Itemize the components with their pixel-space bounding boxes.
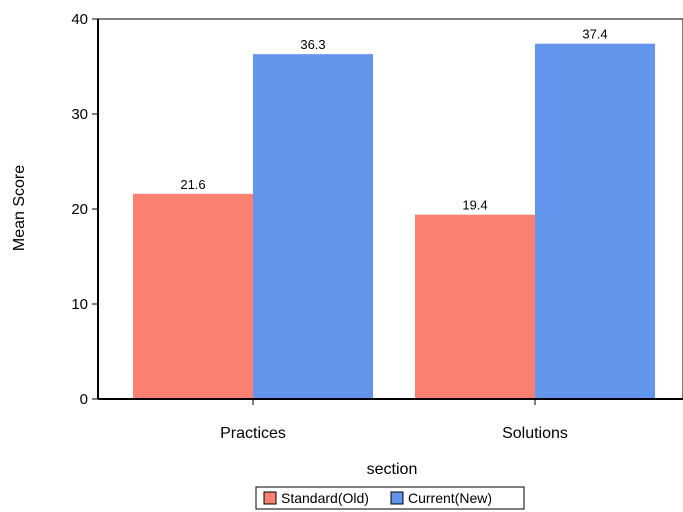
bars: 21.6 36.3 19.4 37.4 [133, 27, 655, 400]
y-tick-label: 20 [71, 201, 88, 218]
bar-practices-1 [253, 54, 373, 400]
x-tick-label: Solutions [502, 425, 568, 442]
y-tick-label: 10 [71, 296, 88, 313]
y-tick-label: 40 [71, 11, 88, 28]
y-tick-label: 30 [71, 106, 88, 123]
legend: Standard(Old) Current(New) [255, 486, 525, 510]
legend-swatch [263, 491, 277, 505]
x-tick-label: Practices [220, 425, 286, 442]
legend-label: Current(New) [408, 490, 492, 506]
legend-label: Standard(Old) [281, 490, 369, 506]
legend-swatch [390, 491, 404, 505]
y-axis-title: Mean Score [11, 165, 28, 251]
bar-practices-0 [133, 193, 253, 399]
y-tick-label: 0 [80, 391, 88, 408]
data-label: 21.6 [180, 177, 205, 192]
data-label: 36.3 [300, 37, 325, 52]
x-axis-title: section [367, 461, 418, 478]
data-label: 37.4 [582, 27, 607, 42]
bar-solutions-1 [535, 43, 655, 399]
legend-box [255, 486, 525, 510]
x-axis: Practices Solutions [220, 399, 568, 442]
data-label: 19.4 [462, 198, 487, 213]
y-axis: 0 10 20 30 40 [71, 11, 98, 408]
bar-solutions-0 [415, 214, 535, 399]
